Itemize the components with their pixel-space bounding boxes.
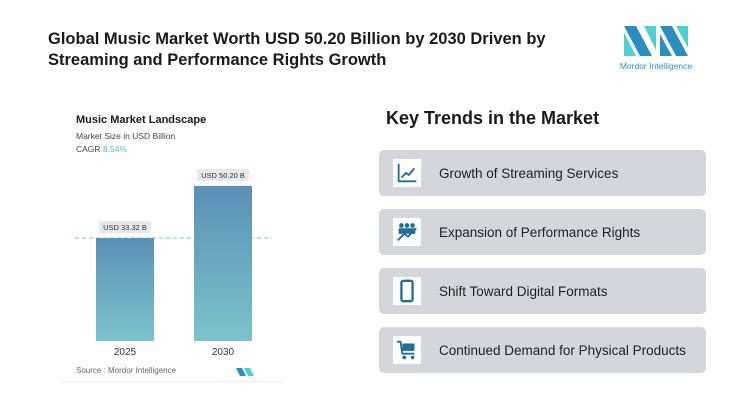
line-chart-icon	[393, 159, 421, 187]
x-tick-label: 2025	[114, 347, 137, 358]
x-tick-label: 2030	[212, 347, 235, 358]
chart-card: Music Market Landscape Market Size in US…	[62, 100, 282, 382]
source-logo-icon	[236, 368, 246, 376]
chart-source: Source : Mordor Intelligence	[76, 366, 177, 375]
trend-item: Shift Toward Digital Formats	[379, 268, 706, 314]
chart-subtitle: Market Size in USD Billion	[76, 131, 176, 141]
cagr: CAGR 8.54%	[76, 144, 127, 154]
cagr-label: CAGR	[76, 144, 101, 154]
shopping-cart-icon	[393, 336, 421, 364]
trend-label: Growth of Streaming Services	[439, 165, 619, 181]
chart-title: Music Market Landscape	[76, 114, 207, 126]
trends-title: Key Trends in the Market	[386, 108, 600, 128]
bar-2030	[194, 185, 252, 341]
trend-item: Expansion of Performance Rights	[379, 209, 706, 255]
logo-text: Mordor Intelligence	[619, 61, 693, 71]
data-label: USD 50.20 B	[201, 171, 245, 180]
smartphone-icon	[393, 277, 421, 305]
data-label-bg	[197, 168, 249, 181]
bar-2025	[96, 238, 154, 341]
trend-label: Shift Toward Digital Formats	[439, 283, 608, 299]
source-logo-icon	[244, 368, 254, 376]
trend-label: Continued Demand for Physical Products	[439, 342, 686, 358]
cagr-value: 8.54%	[102, 144, 128, 154]
bar-chart: USD 33.32 B 2025 USD 50.20 B 2030	[75, 168, 272, 376]
trend-item: Continued Demand for Physical Products	[379, 327, 706, 373]
mordor-logo	[624, 26, 688, 56]
page-title: Global Music Market Worth USD 50.20 Bill…	[48, 30, 546, 69]
people-growth-icon	[393, 218, 421, 246]
trend-item: Growth of Streaming Services	[379, 150, 706, 196]
data-label-bg	[99, 221, 151, 234]
trend-label: Expansion of Performance Rights	[439, 224, 641, 240]
data-label: USD 33.32 B	[103, 223, 147, 232]
